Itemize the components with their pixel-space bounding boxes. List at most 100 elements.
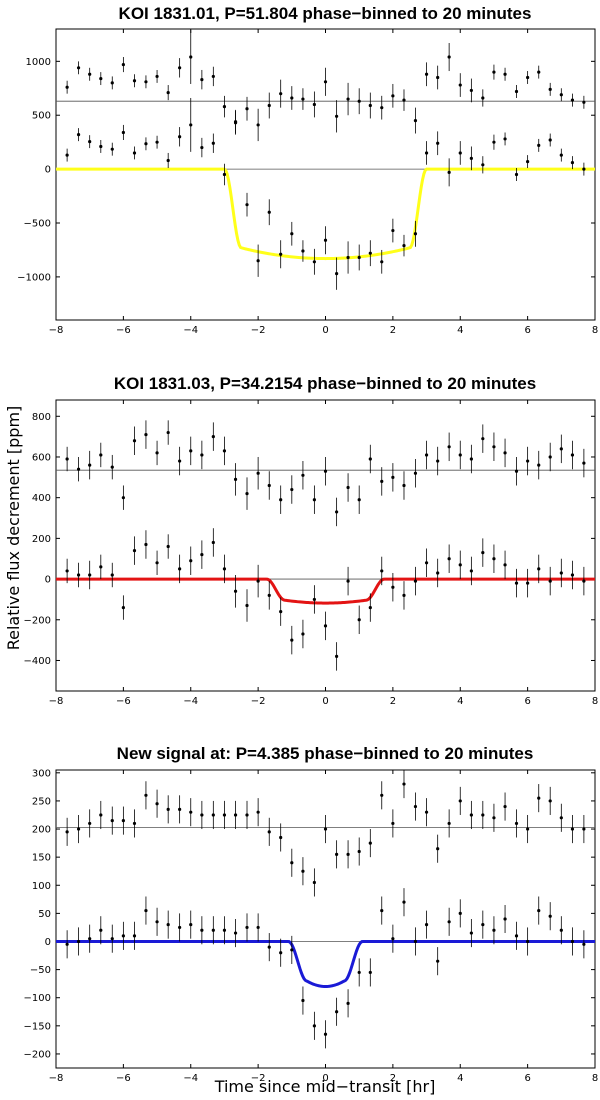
raw-data-point — [447, 821, 451, 826]
x-tick-label: −6 — [116, 325, 131, 336]
detrended-data-point — [458, 911, 462, 915]
x-tick-label: 8 — [592, 1073, 598, 1084]
detrended-data-point — [503, 563, 507, 567]
detrended-data-point — [447, 557, 451, 561]
detrended-data-point — [166, 923, 170, 927]
detrended-data-point — [323, 1032, 328, 1036]
detrended-data-point — [301, 998, 305, 1003]
raw-data-point — [413, 471, 418, 475]
detrended-data-point — [301, 632, 305, 636]
plot-contents — [56, 770, 595, 1049]
detrended-data-point — [166, 158, 170, 163]
x-tick-label: 0 — [322, 1073, 328, 1084]
detrended-data-point — [548, 579, 552, 583]
y-tick-label: 800 — [32, 412, 51, 423]
raw-data-point — [132, 439, 137, 443]
raw-data-point — [99, 453, 103, 457]
raw-data-point — [132, 821, 137, 826]
detrended-data-point — [526, 581, 530, 585]
y-tick-label: −100 — [24, 993, 51, 1004]
raw-data-point — [76, 467, 81, 471]
raw-data-point — [155, 74, 159, 79]
detrended-data-point — [256, 925, 260, 930]
x-tick-label: 6 — [524, 696, 530, 707]
panel-2-title: KOI 1831.03, P=34.2154 phase−binned to 2… — [114, 374, 536, 393]
x-tick-label: −2 — [251, 1073, 266, 1084]
x-tick-label: −8 — [49, 696, 64, 707]
y-tick-label: 1000 — [26, 57, 51, 68]
detrended-data-point — [391, 585, 395, 589]
raw-data-point — [189, 55, 193, 59]
raw-data-point — [582, 461, 586, 465]
raw-data-point — [121, 62, 125, 67]
detrended-data-point — [178, 925, 182, 930]
detrended-data-point — [110, 573, 114, 577]
detrended-data-point — [222, 567, 227, 571]
raw-data-point — [548, 87, 552, 91]
raw-data-point — [447, 55, 451, 59]
detrended-data-point — [469, 569, 473, 573]
detrended-data-point — [155, 920, 159, 924]
detrended-data-point — [88, 937, 92, 941]
detrended-data-point — [144, 142, 148, 146]
detrended-data-point — [312, 1024, 316, 1028]
detrended-data-point — [233, 931, 238, 935]
detrended-data-point — [413, 579, 418, 583]
detrended-data-point — [200, 145, 204, 150]
detrended-data-point — [279, 610, 283, 614]
x-tick-label: −8 — [49, 1073, 64, 1084]
raw-data-point — [132, 79, 137, 83]
raw-data-point — [582, 100, 586, 104]
x-tick-label: 0 — [322, 325, 328, 336]
raw-data-point — [548, 455, 552, 459]
raw-data-point — [178, 459, 182, 463]
raw-data-point — [346, 97, 350, 101]
detrended-data-point — [548, 138, 552, 142]
detrended-data-point — [402, 900, 406, 904]
detrended-data-point — [514, 581, 519, 585]
raw-data-point — [279, 498, 283, 502]
detrended-data-point — [155, 561, 159, 565]
raw-data-point — [526, 827, 530, 831]
detrended-data-point — [458, 563, 462, 567]
raw-data-point — [391, 475, 395, 479]
y-tick-label: −500 — [24, 219, 51, 230]
raw-data-point — [245, 813, 249, 817]
detrended-data-point — [178, 567, 182, 571]
raw-data-point — [514, 821, 519, 826]
detrended-data-point — [200, 553, 204, 557]
detrended-data-point — [559, 928, 563, 932]
raw-data-point — [189, 810, 193, 814]
y-tick-label: 600 — [32, 452, 51, 463]
detrended-data-point — [570, 939, 575, 944]
raw-data-point — [290, 861, 294, 865]
raw-data-point — [323, 80, 328, 84]
y-tick-label: −50 — [30, 965, 51, 976]
detrended-data-point — [88, 140, 92, 144]
y-axis-label: Relative flux decrement [ppm] — [4, 406, 23, 651]
raw-data-point — [514, 89, 519, 94]
detrended-data-point — [211, 540, 215, 545]
raw-data-point — [335, 510, 339, 514]
detrended-data-point — [166, 544, 170, 549]
detrended-data-point — [492, 557, 496, 561]
raw-data-point — [110, 81, 114, 85]
detrended-data-point — [132, 548, 137, 553]
detrended-data-point — [447, 920, 451, 924]
detrended-data-point — [99, 928, 103, 932]
detrended-data-point — [279, 252, 283, 256]
raw-data-point — [436, 847, 440, 851]
raw-data-point — [323, 827, 328, 831]
detrended-data-point — [514, 172, 519, 177]
detrended-data-point — [279, 951, 283, 955]
panel-3-title: New signal at: P=4.385 phase−binned to 2… — [117, 744, 534, 763]
detrended-data-point — [76, 573, 81, 577]
detrended-data-point — [222, 172, 227, 177]
detrended-data-point — [155, 140, 159, 144]
raw-data-point — [368, 103, 372, 108]
raw-data-point — [88, 72, 92, 76]
raw-data-point — [526, 75, 530, 80]
x-tick-label: 2 — [390, 325, 396, 336]
raw-data-point — [402, 483, 406, 488]
raw-data-point — [323, 469, 328, 473]
